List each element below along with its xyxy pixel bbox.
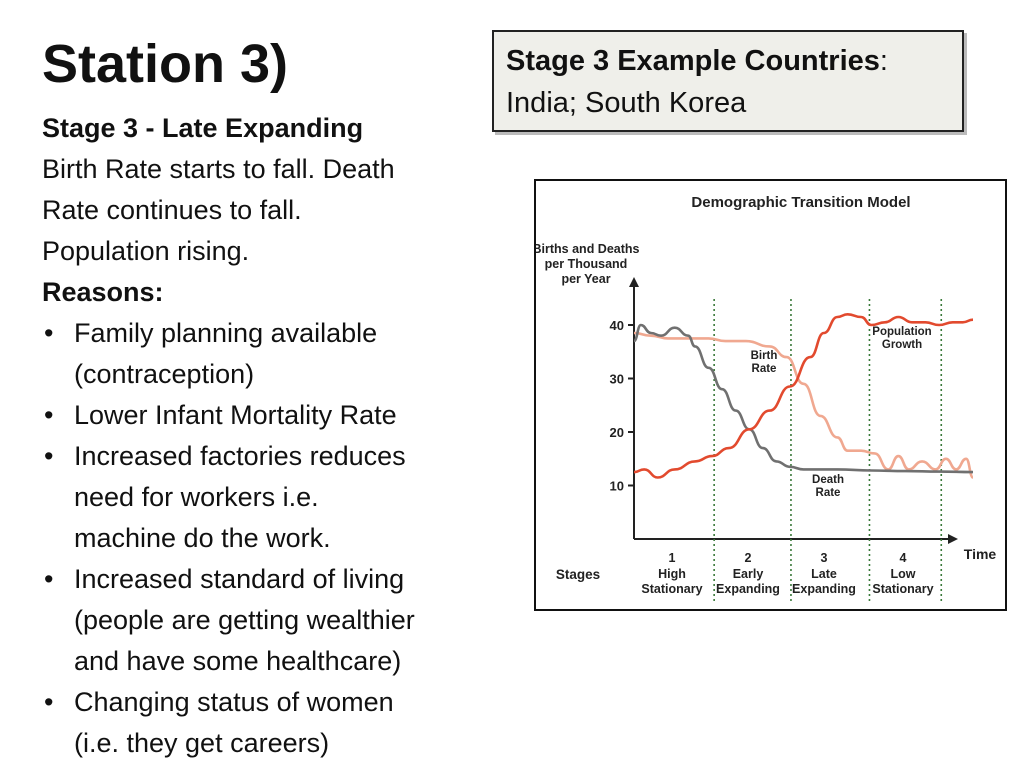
- stage-label: Expanding: [792, 582, 856, 596]
- reason-item: Changing status of women (i.e. they get …: [42, 682, 487, 764]
- reason-line: Family planning available: [74, 318, 378, 348]
- reason-line: need for workers i.e.: [74, 482, 319, 512]
- dtm-chart: Demographic Transition Model Births and D…: [536, 194, 997, 601]
- birth-rate-label: Birth: [751, 350, 778, 362]
- y-axis-label: per Thousand: [545, 257, 628, 271]
- reason-line: (contraception): [74, 359, 255, 389]
- reason-line: (i.e. they get careers): [74, 728, 330, 758]
- y-tick-label: 40: [610, 318, 624, 333]
- death-rate-label: Death: [812, 474, 844, 486]
- example-colon: :: [879, 45, 888, 77]
- death-rate-label: Rate: [816, 487, 841, 499]
- slide-title: Station 3): [42, 34, 289, 94]
- chart-title: Demographic Transition Model: [691, 194, 910, 211]
- reasons-list: Family planning available (contraception…: [42, 313, 487, 764]
- reason-item: Lower Infant Mortality Rate: [42, 395, 487, 436]
- reason-line: Increased standard of living: [74, 564, 405, 594]
- stage-description: Stage 3 - Late Expanding Birth Rate star…: [42, 108, 487, 764]
- example-countries: India; South Korea: [506, 87, 747, 119]
- birth-rate-line: [633, 331, 974, 479]
- y-axis-label: Births and Deaths: [536, 242, 640, 256]
- dtm-chart-frame: Demographic Transition Model Births and D…: [534, 179, 1007, 611]
- reasons-heading: Reasons:: [42, 277, 164, 307]
- reason-item: Increased factories reduces need for wor…: [42, 436, 487, 559]
- reason-item: Family planning available (contraception…: [42, 313, 487, 395]
- stage-label: Low: [891, 567, 916, 581]
- reason-line: Lower Infant Mortality Rate: [74, 400, 397, 430]
- x-axis-arrow: [948, 534, 958, 544]
- description-line: Birth Rate starts to fall. Death: [42, 154, 395, 184]
- stage-label: Stationary: [872, 582, 933, 596]
- description-line: Rate continues to fall.: [42, 195, 302, 225]
- example-heading-line: Stage 3 Example Countries:: [506, 40, 950, 82]
- stage-label: Expanding: [716, 582, 780, 596]
- reason-line: (people are getting wealthier: [74, 605, 415, 635]
- example-countries-box: Stage 3 Example Countries: India; South …: [492, 30, 964, 132]
- population-growth-label: Population: [872, 326, 931, 338]
- reason-item: Increased standard of living (people are…: [42, 559, 487, 682]
- stage-number: 4: [900, 551, 907, 565]
- y-tick-label: 20: [610, 425, 624, 440]
- y-tick-label: 30: [610, 372, 624, 387]
- population-growth-label: Growth: [882, 339, 922, 351]
- stage-number: 1: [669, 551, 676, 565]
- reason-line: Changing status of women: [74, 687, 394, 717]
- y-axis-arrow: [629, 277, 639, 287]
- stage-heading: Stage 3 - Late Expanding: [42, 113, 364, 143]
- stages-label: Stages: [556, 567, 600, 582]
- population-growth-line: [633, 313, 974, 479]
- example-heading: Stage 3 Example Countries: [506, 45, 880, 77]
- birth-rate-label: Rate: [752, 363, 777, 375]
- x-axis-label: Time: [964, 546, 997, 562]
- reason-line: Increased factories reduces: [74, 441, 406, 471]
- stage-number: 3: [821, 551, 828, 565]
- description-line: Population rising.: [42, 236, 250, 266]
- death-rate-line: [633, 323, 974, 474]
- stage-label: Late: [811, 567, 837, 581]
- y-tick-label: 10: [610, 479, 624, 494]
- stage-label: Stationary: [641, 582, 702, 596]
- stage-label: High: [658, 567, 686, 581]
- stage-label: Early: [733, 567, 764, 581]
- y-axis-label: per Year: [561, 272, 610, 286]
- stage-number: 2: [745, 551, 752, 565]
- reason-line: and have some healthcare): [74, 646, 402, 676]
- reason-line: machine do the work.: [74, 523, 331, 553]
